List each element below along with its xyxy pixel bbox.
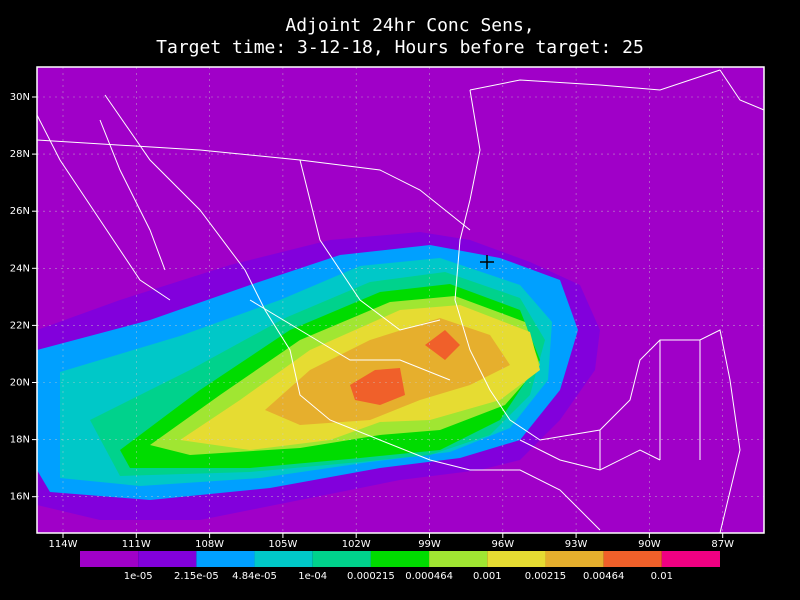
lat-label: 24N [10, 263, 30, 274]
colorbar-box [254, 551, 313, 567]
colorbar-label: 0.00464 [583, 571, 624, 582]
lon-label: 93W [565, 539, 588, 550]
target-marker [480, 255, 494, 269]
colorbar-box [429, 551, 488, 567]
lon-label: 105W [268, 539, 297, 550]
colorbar-label: 4.84e-05 [232, 571, 277, 582]
lon-label: 90W [638, 539, 661, 550]
title-line: Target time: 3-12-18, Hours before targe… [156, 37, 644, 58]
lon-label: 114W [49, 539, 78, 550]
lat-label: 26N [10, 206, 30, 217]
colorbar-box [312, 551, 371, 567]
colorbar-label: 1e-05 [124, 571, 153, 582]
colorbar-label: 0.000215 [347, 571, 395, 582]
map-frame [36, 66, 765, 534]
lat-label: 22N [10, 320, 30, 331]
lon-label: 108W [195, 539, 224, 550]
colorbar: 1e-05 2.15e-05 4.84e-05 1e-04 0.000215 0.0004… [80, 551, 720, 582]
lat-label: 20N [10, 378, 30, 389]
colorbar-label: 0.000464 [405, 571, 453, 582]
colorbar-box [545, 551, 604, 567]
colorbar-label: 0.001 [473, 571, 502, 582]
lon-label: 102W [342, 539, 371, 550]
contour-fill [350, 330, 460, 405]
colorbar-label: 2.15e-05 [174, 571, 219, 582]
axes: 114W 111W 108W 105W 102W 99W 96W 93W 90W 87W 30N 28… [10, 92, 734, 550]
colorbar-box [603, 551, 662, 567]
lat-label: 16N [10, 492, 30, 503]
colorbar-label: 0.01 [651, 571, 673, 582]
colorbar-label: 1e-04 [298, 571, 327, 582]
colorbar-box [370, 551, 430, 567]
lon-label: 99W [418, 539, 441, 550]
lat-label: 30N [10, 92, 30, 103]
lat-label: 28N [10, 149, 30, 160]
lat-label: 18N [10, 435, 30, 446]
lon-label: 87W [711, 539, 734, 550]
concentration-field [37, 232, 600, 520]
colorbar-box [80, 551, 139, 567]
coastlines [37, 69, 764, 533]
colorbar-box [138, 551, 197, 567]
lon-label: 111W [122, 539, 151, 550]
colorbar-box [196, 551, 255, 567]
colorbar-box [661, 551, 720, 567]
lon-label: 96W [491, 539, 514, 550]
graticule [37, 67, 764, 533]
title-line: Adjoint 24hr Conc Sens, [285, 15, 534, 36]
colorbar-box [487, 551, 546, 567]
colorbar-label: 0.00215 [525, 571, 566, 582]
